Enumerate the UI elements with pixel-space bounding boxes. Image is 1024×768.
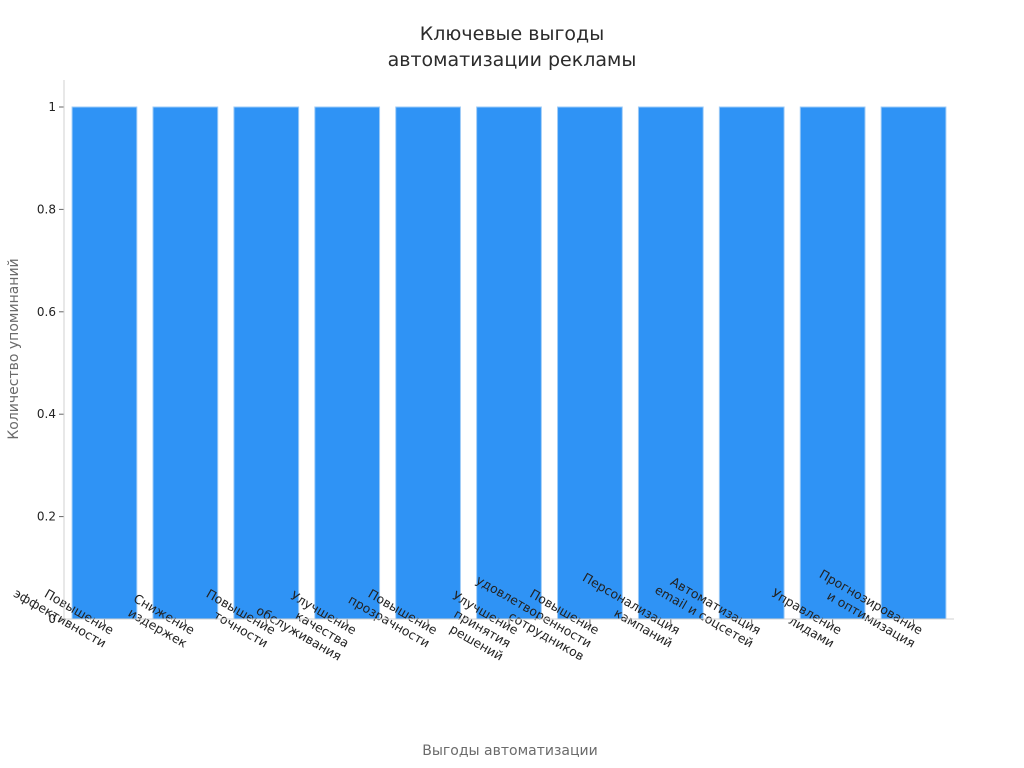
y-tick-label: 0 xyxy=(48,612,56,626)
bar-5 xyxy=(395,106,461,620)
chart-title-line-1: Ключевые выгоды xyxy=(420,23,604,45)
bar-9 xyxy=(718,106,785,620)
x-axis-title: Выгоды автоматизации xyxy=(422,743,597,759)
y-tick-label: 0.6 xyxy=(37,305,56,319)
x-ticks-group: Повышениеэффективности Снижениеиздержек По… xyxy=(11,566,926,663)
y-tick-label: 0.2 xyxy=(37,510,56,524)
y-tick-label: 1 xyxy=(48,100,56,114)
bar-4 xyxy=(314,106,381,620)
bar-2 xyxy=(152,106,219,620)
bar-10 xyxy=(799,106,866,620)
bar-6 xyxy=(476,106,542,620)
bar-11 xyxy=(880,106,947,620)
bar-3 xyxy=(233,106,300,620)
bar-8 xyxy=(637,106,704,620)
y-axis-title: Количество упоминаний xyxy=(6,258,22,439)
y-ticks-group: 0 0.2 0.4 0.6 0.8 1 xyxy=(37,100,64,626)
bars-group xyxy=(71,106,947,620)
bar-1 xyxy=(71,106,138,620)
y-tick-label: 0.4 xyxy=(37,407,56,421)
y-tick-label: 0.8 xyxy=(37,202,56,216)
bar-7 xyxy=(557,106,623,620)
chart-title-line-2: автоматизации рекламы xyxy=(388,49,637,71)
